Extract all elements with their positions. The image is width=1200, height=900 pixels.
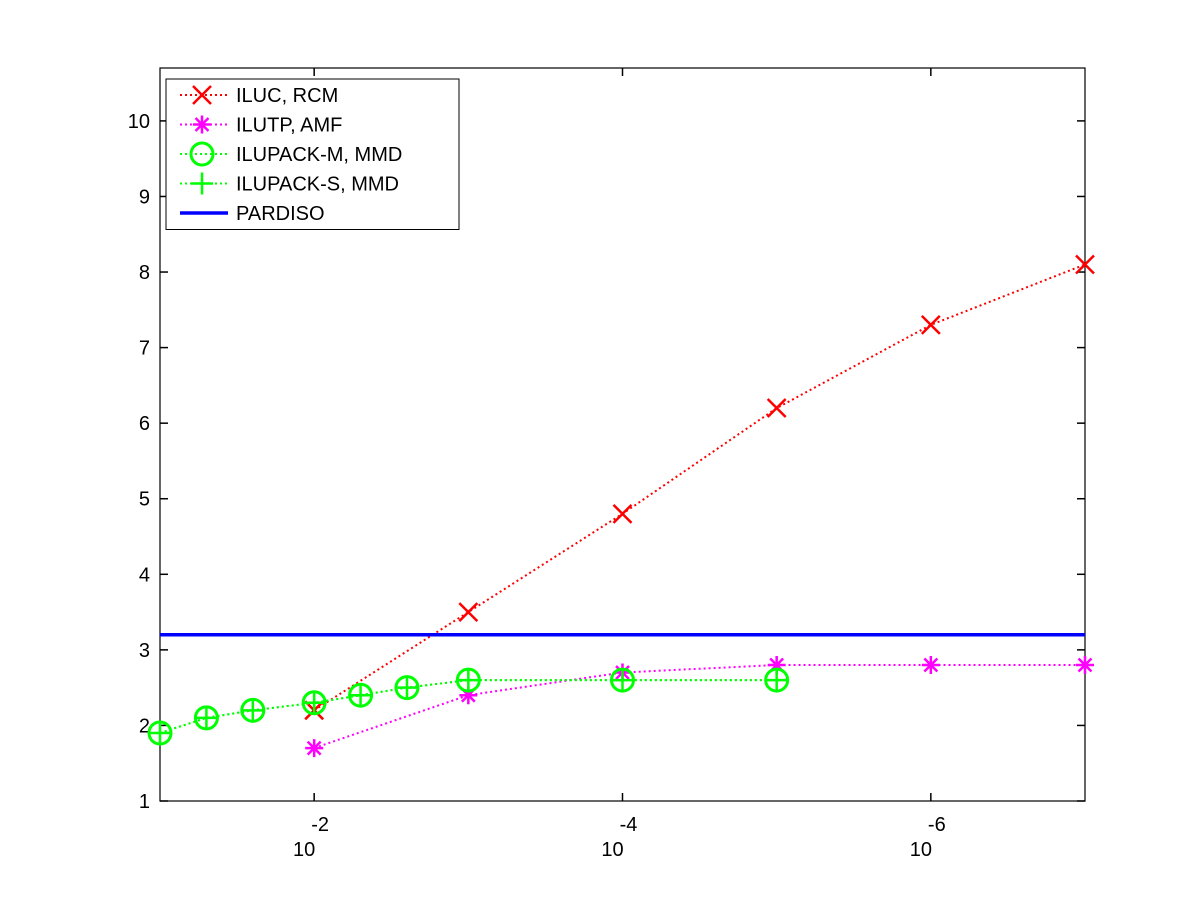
data-point <box>921 655 940 674</box>
y-tick-label: 7 <box>139 338 150 360</box>
data-point <box>195 706 218 729</box>
data-point <box>611 669 634 692</box>
legend-marker <box>193 115 211 134</box>
axes: 1 2 3 4 5 6 7 8 9 10 10 -2 10 -4 10 -6 <box>128 68 1085 861</box>
legend-label: ILUC, RCM <box>236 85 338 107</box>
y-tick-label: 9 <box>139 186 150 208</box>
y-tick-label: 4 <box>139 564 150 586</box>
legend-marker <box>192 85 212 105</box>
y-tick-label: 8 <box>139 262 150 284</box>
data-point <box>459 686 478 705</box>
series-3 <box>149 669 788 744</box>
y-tick-label: 10 <box>128 111 150 133</box>
data-point <box>457 669 480 692</box>
data-point <box>766 398 787 418</box>
x-tick-label-base: 10 <box>910 839 932 861</box>
data-point <box>458 602 479 622</box>
data-point <box>612 503 633 524</box>
legend: ILUC, RCM ILUTP, AMF ILUPACK-M, MMD ILUPACK… <box>165 78 460 230</box>
x-tick-label-base: 10 <box>293 839 315 861</box>
data-point <box>1075 254 1095 275</box>
series-line <box>313 263 1086 712</box>
legend-label: ILUPACK-S, MMD <box>236 174 399 196</box>
legend-box <box>165 78 460 230</box>
x-tick-label-exponent: -2 <box>311 814 329 836</box>
y-tick-label: 1 <box>139 791 150 813</box>
series-line <box>313 664 1085 750</box>
series-layer <box>147 254 1095 758</box>
data-point <box>349 684 372 707</box>
data-point <box>149 721 171 744</box>
data-point <box>920 315 941 335</box>
data-point <box>765 669 788 692</box>
x-tick-label-exponent: -6 <box>928 814 946 836</box>
legend-marker <box>191 172 213 195</box>
data-point <box>303 691 326 714</box>
series-line <box>159 679 777 734</box>
x-tick-label-exponent: -4 <box>620 814 638 836</box>
y-tick-label: 6 <box>139 413 150 435</box>
legend-label: ILUPACK-M, MMD <box>236 144 402 166</box>
legend-marker <box>189 141 215 167</box>
y-tick-label: 3 <box>139 640 150 662</box>
data-point <box>395 676 418 699</box>
x-tick-label-base: 10 <box>601 839 623 861</box>
data-point <box>241 699 264 722</box>
data-point <box>1076 655 1094 674</box>
data-point <box>767 655 786 674</box>
y-tick-label: 5 <box>139 489 150 511</box>
legend-label: PARDISO <box>236 203 325 225</box>
y-tick-label: 2 <box>139 715 150 737</box>
legend-label: ILUTP, AMF <box>236 115 342 137</box>
data-point <box>305 739 324 758</box>
